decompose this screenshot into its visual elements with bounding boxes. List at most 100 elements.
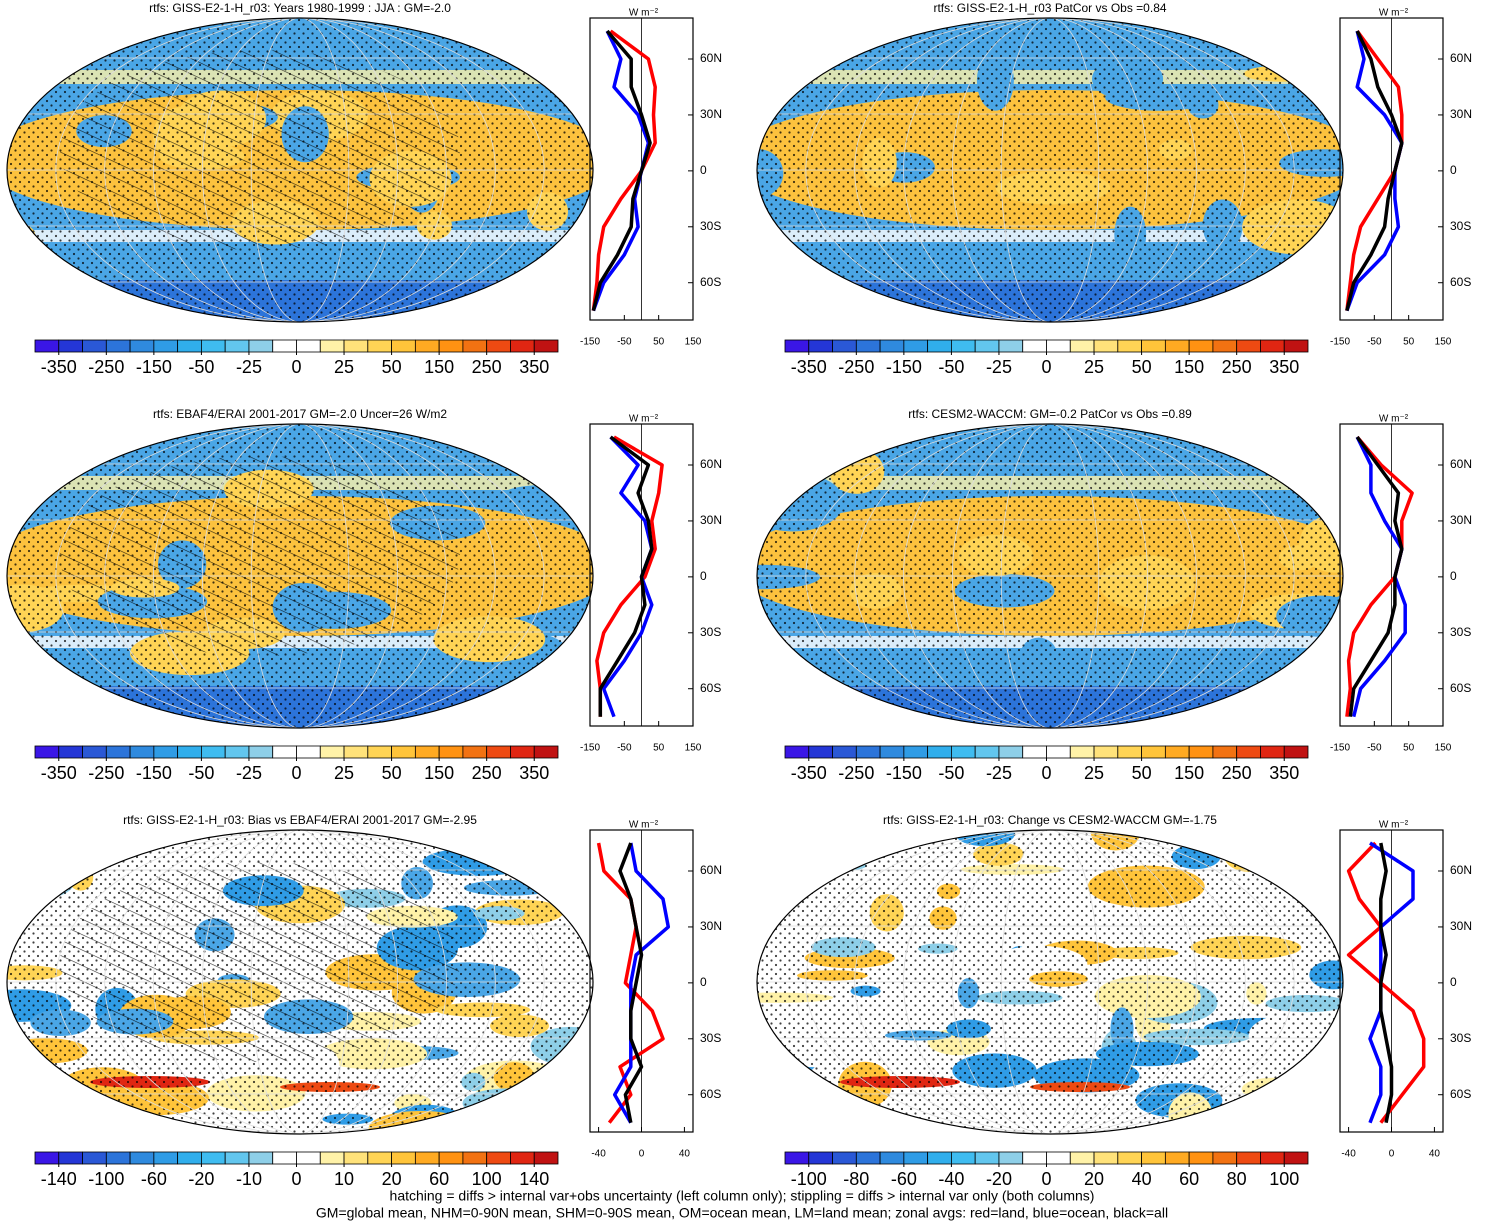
zonal-line <box>1348 435 1404 717</box>
colorbar-label: 50 <box>1132 763 1152 783</box>
y-tick-label: 0 <box>700 569 707 583</box>
colorbar-box <box>129 1151 155 1165</box>
colorbar-label: 50 <box>382 763 402 783</box>
colorbar-label: 350 <box>519 357 549 377</box>
x-tick-label: 50 <box>1403 743 1415 754</box>
panel-title: rtfs: EBAF4/ERAI 2001-2017 GM=-2.0 Uncer… <box>153 407 447 421</box>
zonal-line <box>1345 30 1404 312</box>
colorbar-box <box>414 745 440 759</box>
map <box>7 18 593 322</box>
colorbar-box <box>201 1151 226 1165</box>
colorbar-box <box>248 339 274 353</box>
panel-title: rtfs: GISS-E2-1-H_r03 PatCor vs Obs =0.8… <box>933 1 1166 15</box>
colorbar-box <box>879 745 905 759</box>
map-border <box>6 829 594 1135</box>
colorbar-box <box>486 745 511 759</box>
colorbar-box <box>855 745 881 759</box>
colorbar-label: 0 <box>1041 357 1051 377</box>
colorbar-label: 100 <box>472 1169 502 1189</box>
y-tick-label: 30S <box>1450 1031 1471 1045</box>
y-tick-label: 30S <box>700 625 721 639</box>
colorbar-label: -25 <box>236 357 262 377</box>
y-tick-label: 30N <box>1450 919 1472 933</box>
zonal-line <box>1345 435 1414 717</box>
colorbar-box <box>998 745 1024 759</box>
units-label: W m⁻² <box>629 8 659 19</box>
colorbar-box <box>82 745 107 759</box>
blob <box>759 849 790 861</box>
colorbar-label: 50 <box>1132 357 1152 377</box>
colorbar-label: 350 <box>1269 357 1299 377</box>
map-border <box>756 829 1344 1135</box>
units-label: W m⁻² <box>1379 820 1409 831</box>
colorbar-label: 150 <box>424 357 454 377</box>
colorbar-label: 250 <box>472 357 502 377</box>
colorbar-box <box>1117 339 1142 353</box>
x-tick-label: -150 <box>580 743 600 754</box>
y-tick-label: 30N <box>700 107 722 121</box>
y-tick-label: 0 <box>700 975 707 989</box>
colorbar-label: -100 <box>88 1169 124 1189</box>
map <box>757 18 1343 322</box>
colorbar-box <box>34 339 60 353</box>
colorbar-box <box>82 339 107 353</box>
colorbar-box <box>486 339 511 353</box>
panel-title: rtfs: GISS-E2-1-H_r03: Change vs CESM2-W… <box>883 813 1217 827</box>
colorbar-label: -350 <box>791 763 827 783</box>
colorbar-box <box>951 1151 976 1165</box>
blob <box>773 840 846 855</box>
y-tick-label: 30S <box>1450 625 1471 639</box>
colorbar-box <box>34 1151 60 1165</box>
x-tick-label: 50 <box>653 743 665 754</box>
colorbar-box <box>367 1151 392 1165</box>
colorbar-box <box>1117 1151 1142 1165</box>
colorbar-box <box>414 339 440 353</box>
colorbar-box <box>1022 1151 1047 1165</box>
blob <box>758 1076 790 1095</box>
colorbar-box <box>510 745 535 759</box>
y-tick-label: 0 <box>1450 975 1457 989</box>
y-tick-label: 60N <box>1450 863 1472 877</box>
colorbar-label: 50 <box>382 357 402 377</box>
colorbar-box <box>951 339 976 353</box>
colorbar-label: 80 <box>1227 1169 1247 1189</box>
colorbar-box <box>462 1151 488 1165</box>
colorbar-label: -80 <box>843 1169 869 1189</box>
y-tick-label: 30N <box>1450 513 1472 527</box>
blob <box>7 1115 35 1134</box>
map <box>757 830 1343 1134</box>
x-tick-label: 0 <box>639 1149 645 1160</box>
colorbar-box <box>391 745 416 759</box>
blob <box>500 1084 593 1105</box>
colorbar-box <box>1022 745 1047 759</box>
colorbar-box <box>1236 1151 1261 1165</box>
colorbar-box <box>248 1151 274 1165</box>
colorbar-box <box>414 1151 440 1165</box>
colorbar-label: 100 <box>1269 1169 1299 1189</box>
colorbar-box <box>58 1151 83 1165</box>
colorbar-label: -50 <box>188 763 214 783</box>
zonal-line <box>591 29 652 312</box>
units-label: W m⁻² <box>629 414 659 425</box>
colorbar-label: -150 <box>136 357 172 377</box>
hatching <box>60 862 460 1062</box>
colorbar-box <box>927 745 952 759</box>
panel-title: rtfs: GISS-E2-1-H_r03: Years 1980-1999 :… <box>149 1 451 15</box>
colorbar-label: 20 <box>382 1169 402 1189</box>
colorbar-box <box>927 339 952 353</box>
colorbar-box <box>832 1151 857 1165</box>
colorbar-box <box>438 339 464 353</box>
y-tick-label: 60S <box>700 1087 721 1101</box>
colorbar-box <box>1260 1151 1285 1165</box>
y-tick-label: 30N <box>700 919 722 933</box>
colorbar-label: -250 <box>88 357 124 377</box>
colorbar-label: -250 <box>838 763 874 783</box>
colorbar-box <box>319 745 345 759</box>
blob <box>1193 1111 1221 1129</box>
colorbar-box <box>533 339 559 353</box>
colorbar-box <box>1046 1151 1071 1165</box>
x-tick-label: -50 <box>1367 743 1382 754</box>
colorbar-label: 20 <box>1084 1169 1104 1189</box>
colorbar-box <box>1141 1151 1166 1165</box>
colorbar-label: 25 <box>334 357 354 377</box>
